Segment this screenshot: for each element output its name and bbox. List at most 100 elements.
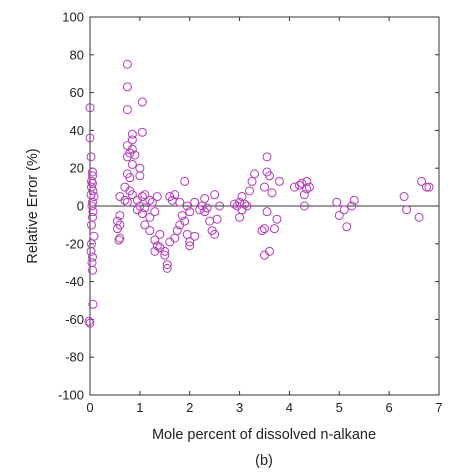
data-point	[177, 210, 187, 220]
data-point	[342, 222, 352, 232]
y-tick-label: -60	[65, 312, 84, 327]
y-tick-label: 40	[70, 123, 84, 138]
y-tick-label: 0	[77, 199, 84, 214]
data-point	[145, 212, 155, 222]
figure-caption: (b)	[255, 453, 273, 469]
data-point	[190, 197, 200, 207]
data-point	[147, 197, 157, 207]
x-tick-label: 5	[336, 400, 343, 415]
data-point	[210, 190, 220, 200]
x-tick-label: 4	[286, 400, 293, 415]
data-point	[185, 237, 195, 247]
data-point	[87, 252, 97, 262]
data-points	[84, 59, 434, 328]
y-tick-label: 80	[70, 47, 84, 62]
data-point	[162, 263, 172, 273]
data-point	[140, 220, 150, 230]
data-point	[137, 127, 147, 137]
data-point	[127, 129, 137, 139]
data-point	[127, 159, 137, 169]
data-point	[267, 188, 277, 198]
data-point	[260, 224, 269, 234]
data-point	[269, 224, 279, 234]
data-point	[140, 190, 150, 200]
data-point	[150, 207, 160, 217]
data-point	[84, 316, 94, 326]
data-point	[347, 201, 357, 211]
data-point	[86, 152, 96, 162]
data-point	[87, 197, 97, 207]
data-point	[242, 201, 252, 211]
data-point	[85, 133, 95, 143]
data-point	[185, 207, 195, 217]
data-point	[262, 152, 272, 162]
data-point	[152, 241, 162, 251]
data-point	[85, 103, 95, 113]
x-tick-label: 0	[86, 400, 93, 415]
data-point	[152, 192, 162, 202]
data-point	[86, 220, 96, 230]
data-point	[137, 209, 147, 219]
data-point	[137, 97, 147, 107]
data-point	[349, 195, 359, 205]
data-point	[125, 173, 135, 183]
data-point	[160, 246, 170, 256]
data-point	[202, 203, 212, 213]
data-point	[240, 199, 250, 209]
x-tick-label: 2	[186, 400, 193, 415]
data-point	[272, 214, 282, 224]
data-point	[132, 195, 142, 205]
data-point	[210, 229, 220, 239]
data-point	[145, 195, 155, 205]
data-point	[294, 180, 304, 190]
data-point	[122, 59, 132, 69]
data-point	[160, 250, 170, 260]
data-point	[162, 260, 172, 270]
data-point	[112, 224, 122, 234]
x-tick-label: 6	[386, 400, 393, 415]
data-point	[150, 235, 160, 245]
y-tick-label: -20	[65, 236, 84, 251]
data-point	[86, 176, 96, 186]
data-point	[289, 182, 299, 192]
data-point	[122, 82, 132, 92]
data-point	[260, 182, 269, 192]
data-point	[299, 201, 309, 211]
data-point	[230, 199, 240, 209]
data-point	[414, 212, 424, 222]
x-axis-title: Mole percent of dissolved n-alkane	[152, 427, 376, 443]
data-point	[299, 190, 309, 200]
data-point	[180, 176, 190, 186]
data-point	[88, 299, 98, 309]
data-point	[155, 229, 165, 239]
data-point	[264, 171, 274, 181]
y-tick-label: -40	[65, 274, 84, 289]
data-point	[245, 186, 255, 196]
data-point	[297, 178, 307, 188]
data-point	[115, 233, 125, 243]
data-point	[422, 182, 432, 192]
data-point	[85, 318, 95, 328]
data-point	[185, 241, 195, 251]
data-point	[257, 226, 267, 236]
data-point	[332, 197, 342, 207]
data-point	[115, 210, 125, 220]
data-point	[122, 197, 132, 207]
data-point	[170, 190, 180, 200]
data-point	[88, 207, 98, 217]
data-point	[145, 226, 155, 236]
data-point	[304, 182, 314, 192]
data-point	[200, 193, 210, 203]
y-tick-label: -80	[65, 350, 84, 365]
y-tick-label: 60	[70, 85, 84, 100]
x-tick-label: 1	[136, 400, 143, 415]
data-point	[334, 210, 344, 220]
data-point	[87, 265, 97, 275]
data-point	[417, 176, 427, 186]
data-point	[302, 176, 312, 186]
data-point	[87, 201, 97, 211]
data-point	[89, 192, 99, 202]
data-point	[127, 190, 137, 200]
data-point	[399, 192, 409, 202]
